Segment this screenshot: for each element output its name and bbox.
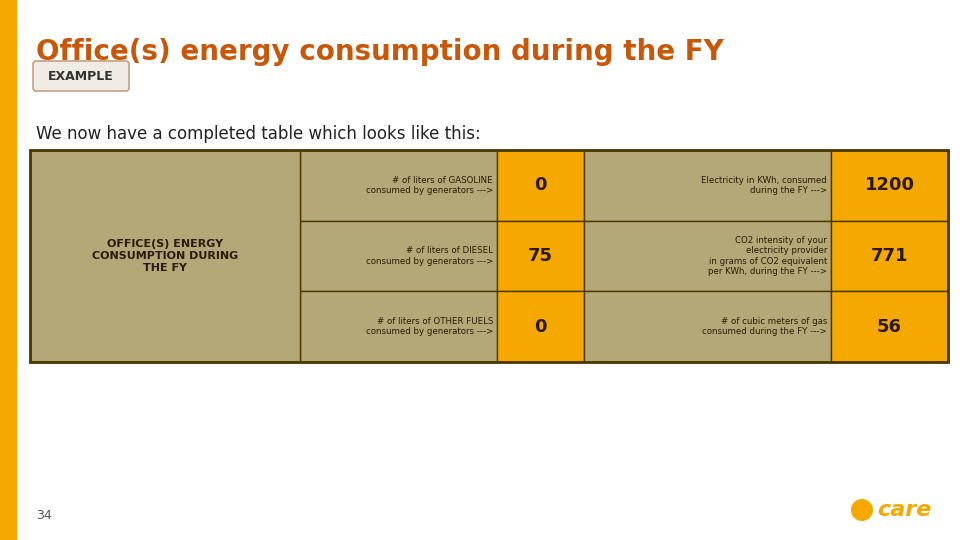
Bar xyxy=(497,221,584,292)
Bar xyxy=(584,150,831,221)
Text: EXAMPLE: EXAMPLE xyxy=(48,70,114,83)
Text: 0: 0 xyxy=(535,177,547,194)
Bar xyxy=(0,0,16,540)
Text: 0: 0 xyxy=(535,318,547,336)
Text: Electricity in KWh, consumed
during the FY --->: Electricity in KWh, consumed during the … xyxy=(701,176,827,195)
Bar xyxy=(831,292,948,362)
Text: care: care xyxy=(877,500,931,520)
Text: # of liters of GASOLINE
consumed by generators --->: # of liters of GASOLINE consumed by gene… xyxy=(366,176,493,195)
Circle shape xyxy=(851,499,873,521)
Text: Office(s) energy consumption during the FY: Office(s) energy consumption during the … xyxy=(36,38,724,66)
Text: CO2 intensity of your
electricity provider
in grams of CO2 equivalent
per KWh, d: CO2 intensity of your electricity provid… xyxy=(708,236,827,276)
Text: # of cubic meters of gas
consumed during the FY --->: # of cubic meters of gas consumed during… xyxy=(703,317,827,336)
Bar xyxy=(30,150,948,362)
Text: # of liters of DIESEL
consumed by generators --->: # of liters of DIESEL consumed by genera… xyxy=(366,246,493,266)
Text: 771: 771 xyxy=(871,247,908,265)
Bar xyxy=(300,292,497,362)
Text: 56: 56 xyxy=(877,318,902,336)
Bar xyxy=(831,221,948,292)
Bar xyxy=(300,150,497,221)
Bar xyxy=(497,150,584,221)
Bar xyxy=(30,150,300,362)
Text: # of liters of OTHER FUELS
consumed by generators --->: # of liters of OTHER FUELS consumed by g… xyxy=(366,317,493,336)
Text: OFFICE(S) ENERGY
CONSUMPTION DURING
THE FY: OFFICE(S) ENERGY CONSUMPTION DURING THE … xyxy=(92,239,238,273)
Text: We now have a completed table which looks like this:: We now have a completed table which look… xyxy=(36,125,481,143)
Bar xyxy=(831,150,948,221)
Bar xyxy=(497,292,584,362)
Text: 75: 75 xyxy=(528,247,553,265)
Bar xyxy=(584,292,831,362)
FancyBboxPatch shape xyxy=(33,61,129,91)
Bar xyxy=(300,221,497,292)
Text: 34: 34 xyxy=(36,509,52,522)
Text: 1200: 1200 xyxy=(865,177,915,194)
Bar xyxy=(584,221,831,292)
